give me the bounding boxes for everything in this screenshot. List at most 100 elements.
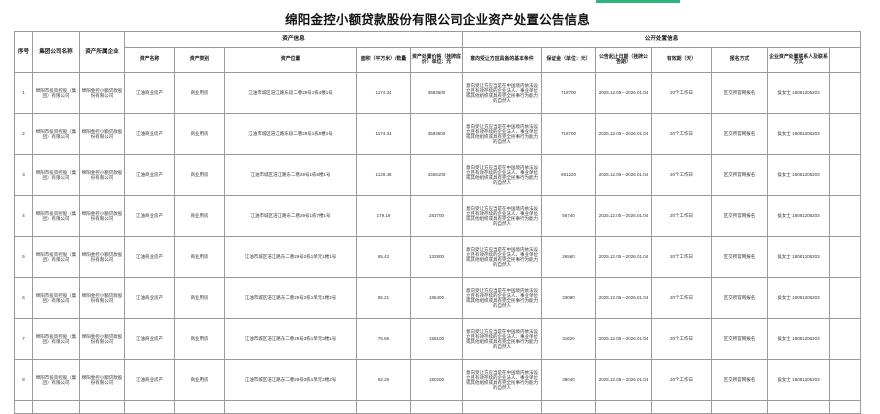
cell-asset-name: 江油商业房产 <box>124 154 175 196</box>
cell-remark <box>828 72 862 114</box>
cell-seq: 5 <box>14 236 33 278</box>
cell-owning-company: 绵阳金控小额贷款股份有限公司 <box>79 318 125 360</box>
cell-group-company: 绵阳市投资控股（集团）有限公司 <box>32 277 80 319</box>
cell-asset-name: 江油商业房产 <box>124 72 175 114</box>
cell-empty <box>767 400 830 414</box>
cell-price: 3593500 <box>410 113 463 155</box>
cell-asset-location: 江油市城区涪江路东二巷29号1栋6楼1号 <box>224 154 357 196</box>
cell-contact: 侯女士 18081206203 <box>767 277 830 319</box>
cell-signup-method: 区交所官网报名 <box>711 318 768 360</box>
cell-price: 3593500 <box>410 72 463 114</box>
column-header-row: 资产名称 资产类别 资产位置 面积（平方米）/数量 资产处置价格（挂牌底价）单位：元 意向… <box>15 47 861 73</box>
cell-asset-name: 江油商业房产 <box>124 195 175 237</box>
cell-conditions: 意向受让方应当是在中国境内依法设立且有效存续的企业法人、事业单位或其他组织或具有… <box>462 318 542 360</box>
cell-contact: 侯女士 18081206203 <box>767 359 830 401</box>
table-row[interactable]: 7 绵阳市投资控股（集团）有限公司 绵阳金控小额贷款股份有限公司 江油商业房产 商业用房… <box>14 318 862 360</box>
cell-group-company: 绵阳市投资控股（集团）有限公司 <box>32 236 80 278</box>
cell-signup-method: 区交所官网报名 <box>711 359 768 401</box>
cell-price: 283700 <box>410 195 463 237</box>
column-header-signup-method: 报名方式 <box>711 47 768 73</box>
cell-deposit: 26560 <box>541 236 596 278</box>
column-header-valid-days: 有效期（天） <box>651 47 712 73</box>
column-header-conditions: 意向受让方应具备的基本条件 <box>462 47 542 73</box>
cell-start-date: 2025.12.05－2026.01.04 <box>595 236 652 278</box>
cell-asset-type: 商业用房 <box>174 113 225 155</box>
cell-remark <box>828 359 862 401</box>
cell-area: 1174.34 <box>356 113 411 155</box>
column-header-seq: 序号 <box>14 31 33 73</box>
cell-deposit: 718700 <box>541 113 596 155</box>
cell-seq: 8 <box>14 359 33 401</box>
column-header-asset-name: 资产名称 <box>124 47 175 73</box>
cell-asset-location: 江油市城区涪江路东二巷29号2栋1单元1楼1号 <box>224 236 357 278</box>
table-row[interactable]: 8 绵阳市投资控股（集团）有限公司 绵阳金控小额贷款股份有限公司 江油商业房产 商业用房… <box>14 359 862 401</box>
column-header-group-company: 集团公司名称 <box>32 31 80 73</box>
cell-group-company: 绵阳市投资控股（集团）有限公司 <box>32 359 80 401</box>
cell-empty <box>32 400 80 414</box>
cell-price: 158100 <box>410 318 463 360</box>
cell-signup-method: 区交所官网报名 <box>711 195 768 237</box>
cell-asset-name: 江油商业房产 <box>124 113 175 155</box>
cell-start-date: 2025.12.05－2026.01.04 <box>595 359 652 401</box>
cell-remark <box>828 318 862 360</box>
page-title: 绵阳金控小额贷款股份有限公司企业资产处置公告信息 <box>285 13 590 27</box>
cell-empty <box>410 400 463 414</box>
table-row[interactable]: 6 绵阳市投资控股（集团）有限公司 绵阳金控小额贷款股份有限公司 江油商业房产 商业用房… <box>14 277 862 319</box>
cell-contact: 侯女士 18081206203 <box>767 72 830 114</box>
cell-deposit: 691220 <box>541 154 596 196</box>
cell-remark <box>828 277 862 319</box>
cell-empty <box>595 400 652 414</box>
cell-valid-days: 20个工作日 <box>651 195 712 237</box>
cell-asset-name: 江油商业房产 <box>124 236 175 278</box>
cell-seq: 2 <box>14 113 33 155</box>
cell-start-date: 2025.12.05－2026.01.04 <box>595 195 652 237</box>
cell-owning-company: 绵阳金控小额贷款股份有限公司 <box>79 154 125 196</box>
cell-valid-days: 20个工作日 <box>651 359 712 401</box>
table-row[interactable]: 3 绵阳市投资控股（集团）有限公司 绵阳金控小额贷款股份有限公司 江油商业房产 商业用房… <box>14 154 862 196</box>
cell-valid-days: 20个工作日 <box>651 277 712 319</box>
cell-asset-location: 江油市城区涪江路东二巷29号3栋1单元2楼2号 <box>224 359 357 401</box>
cell-empty <box>711 400 768 414</box>
cell-price: 132800 <box>410 236 463 278</box>
title-row: 绵阳金控小额贷款股份有限公司企业资产处置公告信息 <box>15 9 861 32</box>
cell-empty <box>541 400 596 414</box>
cell-empty <box>224 400 357 414</box>
cell-empty <box>174 400 225 414</box>
column-header-asset-type: 资产类别 <box>174 47 225 73</box>
cell-owning-company: 绵阳金控小额贷款股份有限公司 <box>79 72 125 114</box>
cell-deposit: 38040 <box>541 359 596 401</box>
cell-owning-company: 绵阳金控小额贷款股份有限公司 <box>79 236 125 278</box>
cell-seq: 6 <box>14 277 33 319</box>
cell-area: 1174.34 <box>356 72 411 114</box>
asset-disposal-table: 绵阳金控小额贷款股份有限公司企业资产处置公告信息序号 集团公司名称 资产所属企业 资产… <box>14 9 862 414</box>
table-row[interactable]: 4 绵阳市投资控股（集团）有限公司 绵阳金控小额贷款股份有限公司 江油商业房产 商业用房… <box>14 195 862 237</box>
cell-conditions: 意向受让方应当是在中国境内依法设立且有效存续的企业法人、事业单位或其他组织或具有… <box>462 72 542 114</box>
cell-empty <box>124 400 175 414</box>
cell-price: 185400 <box>410 277 463 319</box>
cell-valid-days: 20个工作日 <box>651 113 712 155</box>
cell-conditions: 意向受让方应当是在中国境内依法设立且有效存续的企业法人、事业单位或其他组织或具有… <box>462 113 542 155</box>
cell-owning-company: 绵阳金控小额贷款股份有限公司 <box>79 359 125 401</box>
table-row[interactable]: 5 绵阳市投资控股（集团）有限公司 绵阳金控小额贷款股份有限公司 江油商业房产 商业用房… <box>14 236 862 278</box>
cell-valid-days: 20个工作日 <box>651 72 712 114</box>
cell-start-date: 2025.12.05－2026.01.04 <box>595 318 652 360</box>
cell-empty <box>14 400 33 414</box>
cell-contact: 侯女士 18081206203 <box>767 195 830 237</box>
group-header-row: 序号集团公司名称资产所属企业资产信息公开处置信息备注 <box>14 31 862 73</box>
cell-conditions: 意向受让方应当是在中国境内依法设立且有效存续的企业法人、事业单位或其他组织或具有… <box>462 359 542 401</box>
cell-contact: 侯女士 18081206203 <box>767 318 830 360</box>
cell-asset-name: 江油商业房产 <box>124 359 175 401</box>
table-row[interactable]: 1 绵阳市投资控股（集团）有限公司 绵阳金控小额贷款股份有限公司 江油商业房产 商业用房… <box>14 72 862 114</box>
group-header-asset-info: 资产信息 <box>124 31 463 48</box>
cell-start-date: 2025.12.05－2026.01.04 <box>595 277 652 319</box>
table-row[interactable]: 2 绵阳市投资控股（集团）有限公司 绵阳金控小额贷款股份有限公司 江油商业房产 商业用房… <box>14 113 862 155</box>
cell-empty <box>356 400 411 414</box>
cell-asset-location: 江油市城区涪江路东二巷29号3栋1单元3楼1号 <box>224 318 357 360</box>
table-row[interactable] <box>14 400 862 414</box>
cell-conditions: 意向受让方应当是在中国境内依法设立且有效存续的企业法人、事业单位或其他组织或具有… <box>462 277 542 319</box>
column-header-area: 面积（平方米）/数量 <box>356 47 411 73</box>
cell-contact: 侯女士 18081206203 <box>767 113 830 155</box>
cell-conditions: 意向受让方应当是在中国境内依法设立且有效存续的企业法人、事业单位或其他组织或具有… <box>462 154 542 196</box>
cell-owning-company: 绵阳金控小额贷款股份有限公司 <box>79 195 125 237</box>
cell-valid-days: 20个工作日 <box>651 154 712 196</box>
